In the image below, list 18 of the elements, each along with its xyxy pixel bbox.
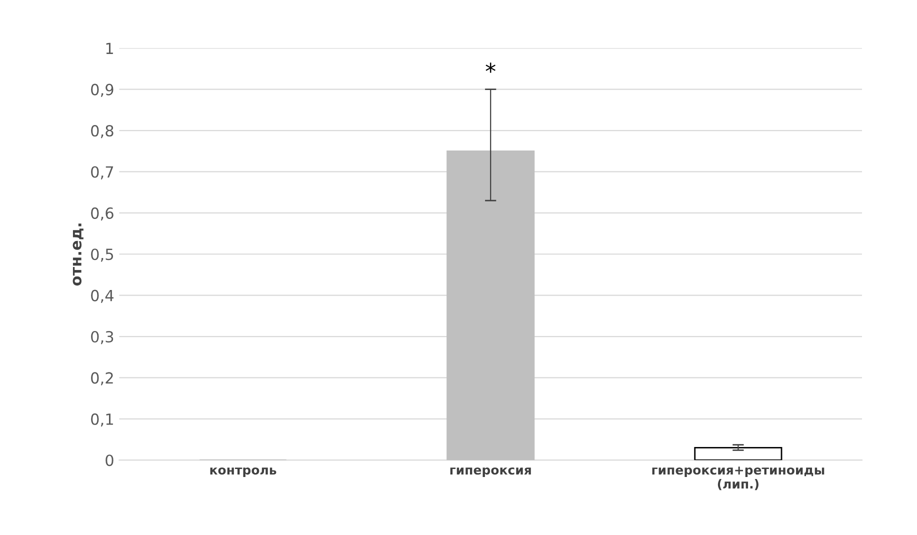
y-tick-label: 1 [106, 42, 113, 54]
x-tick-label: контроль [210, 467, 276, 478]
y-tick-label: 0,5 [91, 248, 114, 262]
bar [694, 447, 782, 460]
y-tick-label: 0,4 [91, 290, 114, 303]
y-tick-label: 0,2 [91, 372, 113, 386]
y-tick-label: 0,3 [91, 330, 114, 344]
y-axis-title: отн.ед. [72, 224, 84, 286]
bar [446, 150, 535, 460]
y-tick-label: 0,1 [91, 413, 113, 426]
x-tick-label: гипероксия+ретиноиды (лип.) [652, 466, 824, 490]
annotation: * [486, 62, 496, 73]
y-tick-label: 0,6 [91, 207, 114, 221]
y-tick-label: 0,9 [91, 84, 114, 97]
y-tick-label: 0 [106, 454, 114, 466]
x-tick-label: гипероксия [450, 467, 531, 478]
y-tick-label: 0,7 [91, 166, 114, 180]
y-tick-label: 0,8 [91, 125, 114, 138]
